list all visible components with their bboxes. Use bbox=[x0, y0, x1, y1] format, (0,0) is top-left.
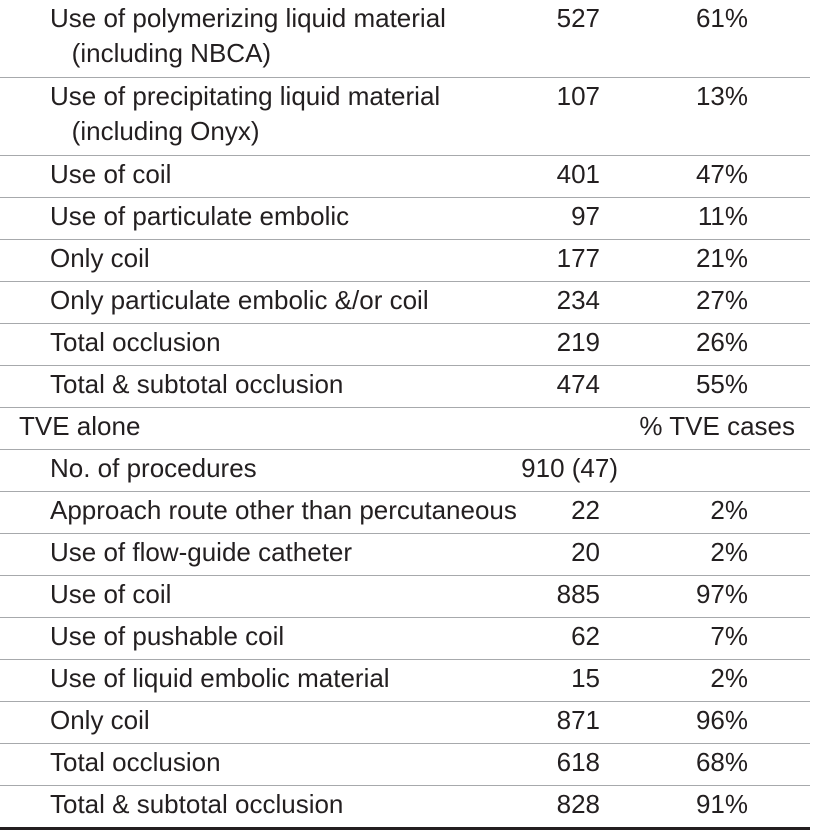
row-percent: 68% bbox=[695, 747, 748, 777]
table-row: No. of procedures 910 (47) bbox=[0, 450, 810, 492]
row-percent: 26% bbox=[695, 327, 748, 357]
table-row: Use of pushable coil 62 7% bbox=[0, 618, 810, 660]
row-percent: 91% bbox=[695, 789, 748, 819]
table-row: Total & subtotal occlusion 474 55% bbox=[0, 366, 810, 408]
row-percent: 27% bbox=[695, 285, 748, 315]
row-label: Use of coil bbox=[50, 159, 172, 189]
row-percent: 96% bbox=[695, 705, 748, 735]
row-percent: 55% bbox=[695, 369, 748, 399]
table-row: Approach route other than percutaneous 2… bbox=[0, 492, 810, 534]
percent-column-header: % TVE cases bbox=[639, 411, 795, 441]
row-label: Use of polymerizing liquid material (inc… bbox=[50, 3, 446, 68]
row-label: Use of pushable coil bbox=[50, 621, 285, 651]
row-label: Only particulate embolic &/or coil bbox=[50, 285, 429, 315]
row-label: Approach route other than percutaneous bbox=[50, 495, 517, 525]
table-row: Use of coil 885 97% bbox=[0, 576, 810, 618]
table-row: Only particulate embolic &/or coil 234 2… bbox=[0, 282, 810, 324]
row-percent: 2% bbox=[710, 495, 748, 525]
row-percent: 97% bbox=[695, 579, 748, 609]
table-row: Total occlusion 219 26% bbox=[0, 324, 810, 366]
row-count: 474 bbox=[556, 369, 600, 399]
row-label: Only coil bbox=[50, 243, 150, 273]
table-row: Total occlusion 618 68% bbox=[0, 744, 810, 786]
row-percent: 11% bbox=[697, 201, 748, 231]
row-count: 828 bbox=[556, 789, 600, 819]
row-label: Use of coil bbox=[50, 579, 172, 609]
row-label: No. of procedures bbox=[50, 453, 257, 483]
row-count: 62 bbox=[571, 621, 600, 651]
section-title: TVE alone bbox=[19, 411, 141, 441]
table-row: Use of flow-guide catheter 20 2% bbox=[0, 534, 810, 576]
row-percent: 47% bbox=[695, 159, 748, 189]
row-count: 871 bbox=[556, 705, 600, 735]
table-row: Use of liquid embolic material 15 2% bbox=[0, 660, 810, 702]
table-row: Only coil 871 96% bbox=[0, 702, 810, 744]
row-label: Total occlusion bbox=[50, 747, 221, 777]
row-count: 20 bbox=[571, 537, 600, 567]
row-percent: 61% bbox=[695, 3, 748, 33]
table-row: Use of precipitating liquid material (in… bbox=[0, 78, 810, 156]
row-label: Use of particulate embolic bbox=[50, 201, 350, 231]
row-count: 107 bbox=[556, 81, 600, 111]
row-count: 15 bbox=[571, 663, 600, 693]
row-percent: 21% bbox=[695, 243, 748, 273]
row-count: 22 bbox=[571, 495, 600, 525]
row-percent: 2% bbox=[710, 537, 748, 567]
row-count: 401 bbox=[556, 159, 600, 189]
row-count: 618 bbox=[556, 747, 600, 777]
row-count: 885 bbox=[556, 579, 600, 609]
row-count: 910 (47) bbox=[521, 453, 618, 483]
table-row: Use of particulate embolic 97 11% bbox=[0, 198, 810, 240]
row-label: Total & subtotal occlusion bbox=[50, 789, 344, 819]
row-count: 97 bbox=[571, 201, 600, 231]
row-percent: 13% bbox=[695, 81, 748, 111]
row-label: Use of precipitating liquid material (in… bbox=[50, 81, 441, 146]
row-count: 177 bbox=[556, 243, 600, 273]
row-label: Use of liquid embolic material bbox=[50, 663, 390, 693]
row-count: 234 bbox=[556, 285, 600, 315]
table-row: Only coil 177 21% bbox=[0, 240, 810, 282]
row-count: 527 bbox=[556, 3, 600, 33]
row-percent: 2% bbox=[710, 663, 748, 693]
row-count: 219 bbox=[556, 327, 600, 357]
row-percent: 7% bbox=[710, 621, 748, 651]
table-row: Use of polymerizing liquid material (inc… bbox=[0, 0, 810, 78]
row-label: Only coil bbox=[50, 705, 150, 735]
table-row: Total & subtotal occlusion 828 91% bbox=[0, 786, 810, 827]
row-label: Use of flow-guide catheter bbox=[50, 537, 353, 567]
row-label: Total occlusion bbox=[50, 327, 221, 357]
row-label: Total & subtotal occlusion bbox=[50, 369, 344, 399]
section-header-row: TVE alone % TVE cases bbox=[0, 408, 810, 450]
table-row: Use of coil 401 47% bbox=[0, 156, 810, 198]
